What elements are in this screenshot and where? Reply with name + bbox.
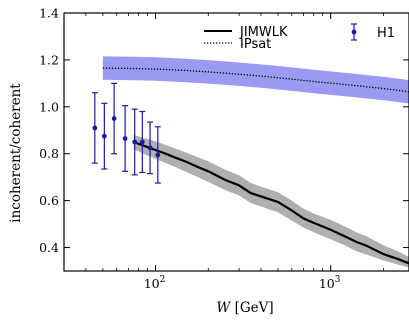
jimwlk-band <box>133 135 409 268</box>
h1-marker <box>139 139 145 145</box>
y-tick-label: 1.2 <box>39 52 59 67</box>
data-points <box>91 82 161 184</box>
h1-marker <box>155 152 161 158</box>
y-axis-title: incoherent/coherent <box>8 83 24 223</box>
h1-marker <box>122 136 128 141</box>
legend-h1-label: H1 <box>377 26 395 41</box>
h1-marker <box>132 139 138 145</box>
legend-ipsat-label: IPsat <box>240 37 271 52</box>
h1-marker <box>92 125 98 131</box>
y-tick-label: 0.4 <box>39 240 59 255</box>
legend: JIMWLK IPsat H1 <box>204 23 395 52</box>
h1-data-point <box>122 105 129 172</box>
x-axis-title: W [GeV] <box>216 300 273 316</box>
y-tick-label: 1.4 <box>39 6 59 21</box>
uncertainty-bands <box>102 56 409 268</box>
jimwlk-line <box>133 140 409 265</box>
h1-data-point <box>154 126 161 184</box>
h1-marker <box>101 133 107 139</box>
h1-data-point <box>111 82 118 155</box>
legend-jimwlk-label: JIMWLK <box>239 25 288 40</box>
x-tick-label: 103 <box>319 275 341 291</box>
h1-data-point <box>139 110 146 174</box>
x-tick-label: 102 <box>144 275 166 291</box>
axis-ticks: 0.4 0.6 0.8 1.0 1.2 1.4 102 103 <box>39 6 409 291</box>
ipsat-band <box>102 56 409 104</box>
plot-frame <box>63 12 409 272</box>
h1-data-point <box>131 108 138 176</box>
y-tick-label: 0.6 <box>39 193 59 208</box>
legend-h1-marker <box>351 23 357 41</box>
h1-marker <box>147 145 153 151</box>
h1-data-point <box>147 121 154 175</box>
y-tick-label: 1.0 <box>39 99 59 114</box>
y-tick-label: 0.8 <box>39 146 59 161</box>
h1-marker <box>111 116 117 121</box>
h1-data-point <box>91 92 98 164</box>
h1-data-point <box>101 102 108 170</box>
series-lines <box>102 67 409 265</box>
plot-border <box>63 12 409 272</box>
